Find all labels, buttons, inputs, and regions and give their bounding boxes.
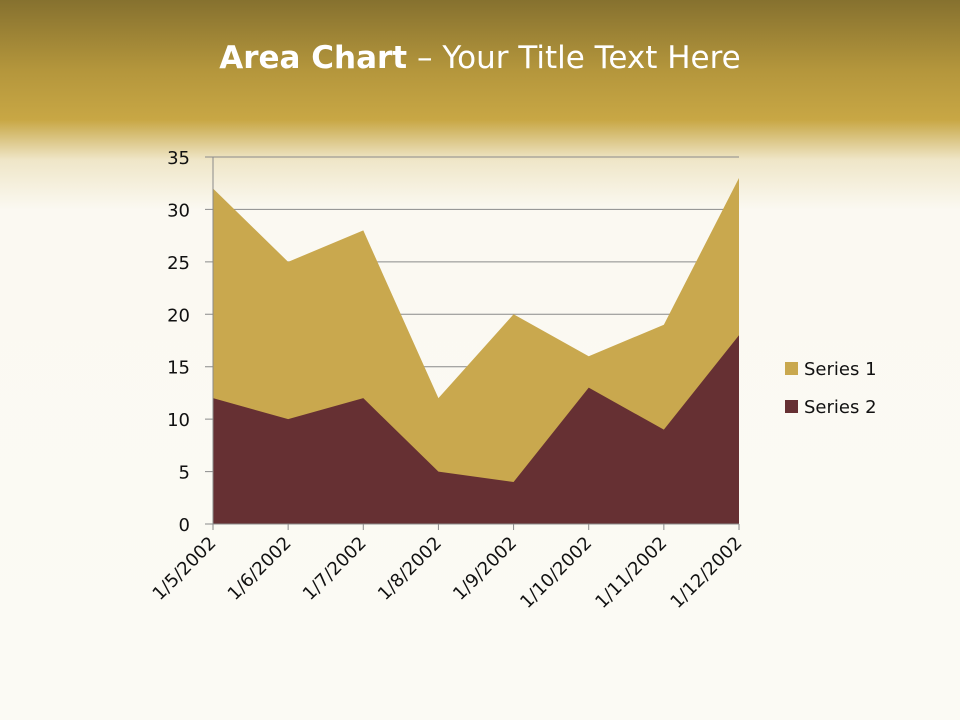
y-tick-label: 30 <box>167 200 190 221</box>
x-tick-label: 1/6/2002 <box>224 533 296 605</box>
x-tick-label: 1/8/2002 <box>374 533 446 605</box>
legend-label: Series 1 <box>804 359 877 380</box>
title-bold: Area Chart <box>219 40 408 76</box>
legend-swatch <box>785 400 798 413</box>
y-tick-label: 25 <box>167 253 190 274</box>
y-tick-label: 10 <box>167 410 190 431</box>
title-rest: – Your Title Text Here <box>407 40 741 76</box>
y-tick-label: 5 <box>179 463 190 484</box>
area-series-2 <box>213 335 739 524</box>
legend-swatch <box>785 362 798 375</box>
legend-label: Series 2 <box>804 397 877 418</box>
slide-title: Area Chart – Your Title Text Here <box>0 40 960 76</box>
x-tick-label: 1/7/2002 <box>299 533 371 605</box>
y-tick-label: 0 <box>179 515 190 536</box>
x-tick-label: 1/5/2002 <box>149 533 221 605</box>
x-tick-label: 1/12/2002 <box>666 533 746 613</box>
y-tick-label: 15 <box>167 358 190 379</box>
x-tick-label: 1/10/2002 <box>516 533 596 613</box>
y-tick-label: 20 <box>167 305 190 326</box>
x-tick-label: 1/11/2002 <box>591 533 671 613</box>
x-tick-label: 1/9/2002 <box>449 533 521 605</box>
y-tick-label: 35 <box>167 148 190 169</box>
